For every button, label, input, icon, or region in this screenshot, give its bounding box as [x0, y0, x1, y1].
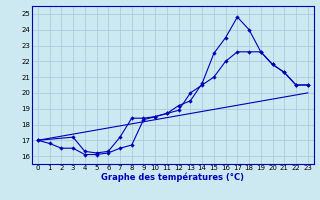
- X-axis label: Graphe des températures (°C): Graphe des températures (°C): [101, 173, 244, 182]
